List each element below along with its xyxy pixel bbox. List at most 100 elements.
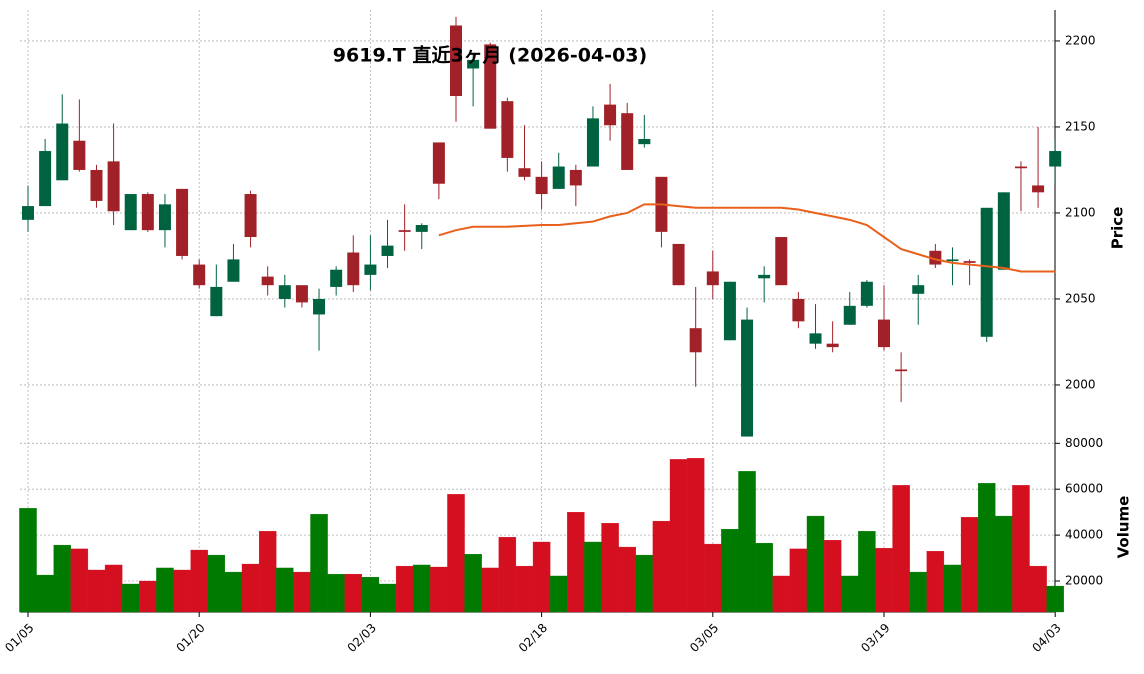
candle-body [158, 204, 171, 231]
volume-bar [772, 575, 790, 613]
candle-body [39, 151, 52, 207]
candle-body [946, 259, 959, 262]
candle-body [689, 328, 702, 353]
y-tick-label: 2100 [1065, 205, 1096, 219]
x-tick-label: 02/18 [516, 621, 550, 655]
volume-bar [943, 564, 962, 613]
candle-body [22, 206, 34, 220]
candle-body [313, 298, 326, 315]
candle-body [569, 169, 582, 186]
volume-bar [532, 541, 551, 613]
chart-title: 9619.T 直近3ヶ月 (2026-04-03) [333, 44, 647, 67]
candle-body [176, 188, 189, 256]
y2-tick-label: 60000 [1065, 482, 1103, 496]
volume-bar [122, 583, 140, 613]
candle-body [398, 230, 411, 232]
volume-bar [207, 554, 226, 613]
candle-body [672, 243, 685, 286]
candle-body [364, 264, 377, 275]
candle-body [552, 166, 565, 189]
volume-bar [224, 571, 243, 613]
volume-bar [875, 548, 893, 613]
candle-body [501, 101, 514, 158]
volume-bar [361, 576, 380, 613]
candle-body [843, 305, 856, 325]
candle-body [432, 142, 445, 184]
volume-bar [53, 544, 71, 613]
volume-bar [669, 459, 688, 613]
candle-body [775, 237, 788, 286]
candle-body [467, 59, 480, 69]
y-tick-label: 2000 [1065, 377, 1096, 391]
volume-bar [567, 512, 585, 613]
moving-average-line [438, 203, 1056, 273]
volume-bar [36, 574, 54, 613]
candle-body [518, 168, 531, 177]
candle-body [90, 169, 103, 201]
candle-body [586, 118, 599, 167]
volume-bar [413, 564, 431, 613]
candle-body [912, 285, 925, 294]
volume-bar [327, 573, 345, 613]
volume-bar [190, 549, 208, 613]
candle-body [278, 285, 291, 299]
volume-bar [584, 541, 602, 613]
candle-body [484, 44, 497, 129]
volume-bar [960, 517, 979, 613]
candle-body [415, 225, 428, 232]
volume-bar [686, 458, 705, 613]
volume-bar [841, 575, 859, 613]
candle-body [604, 104, 617, 126]
volume-bar [704, 543, 722, 613]
volume-bar [241, 563, 260, 613]
candle-body [809, 333, 822, 344]
candle-body [980, 207, 993, 337]
candle-body [295, 285, 308, 303]
candle-body [193, 264, 206, 286]
y2-tick-label: 80000 [1065, 436, 1103, 450]
candle-body [638, 139, 651, 145]
candle-body [330, 269, 343, 287]
volume-bar [447, 494, 465, 613]
candle-body [227, 259, 240, 282]
volume-bar [173, 569, 191, 613]
volume-bar [892, 485, 910, 613]
volume-bar [635, 554, 654, 613]
volume-bar [823, 540, 842, 613]
candle-body [210, 286, 223, 317]
volume-bar [995, 515, 1013, 613]
y-tick-label: 2150 [1065, 119, 1096, 133]
volume-bar [789, 548, 808, 613]
candle-body [56, 123, 69, 181]
volume-bar [258, 531, 277, 613]
volume-bar [515, 565, 534, 613]
volume-bar [139, 580, 157, 613]
y2-tick-label: 20000 [1065, 574, 1103, 588]
candle-body [878, 319, 890, 348]
candle-body [244, 194, 257, 238]
candle-body [381, 245, 394, 256]
y2-tick-label: 40000 [1065, 528, 1103, 542]
volume-bar [395, 565, 414, 613]
candle-body [758, 274, 771, 279]
volume-bar [926, 551, 945, 613]
candle-body [535, 176, 548, 195]
y-tick-label: 2200 [1065, 33, 1096, 47]
candle-body [860, 281, 873, 306]
candle-body [450, 25, 462, 97]
y-label: Price [1109, 207, 1127, 250]
candle-body [107, 161, 120, 212]
volume-bar [1029, 565, 1047, 613]
x-tick-label: 01/05 [2, 621, 36, 655]
volume-bar [1012, 485, 1030, 613]
candle-body [124, 194, 137, 231]
volume-bar [378, 583, 397, 613]
candle-body [1032, 185, 1045, 193]
volume-bar [618, 546, 636, 613]
volume-bar [550, 575, 568, 613]
volume-bar [344, 573, 362, 613]
volume-bar [909, 571, 927, 613]
volume-bar [430, 566, 448, 613]
candle-body [1049, 151, 1062, 167]
